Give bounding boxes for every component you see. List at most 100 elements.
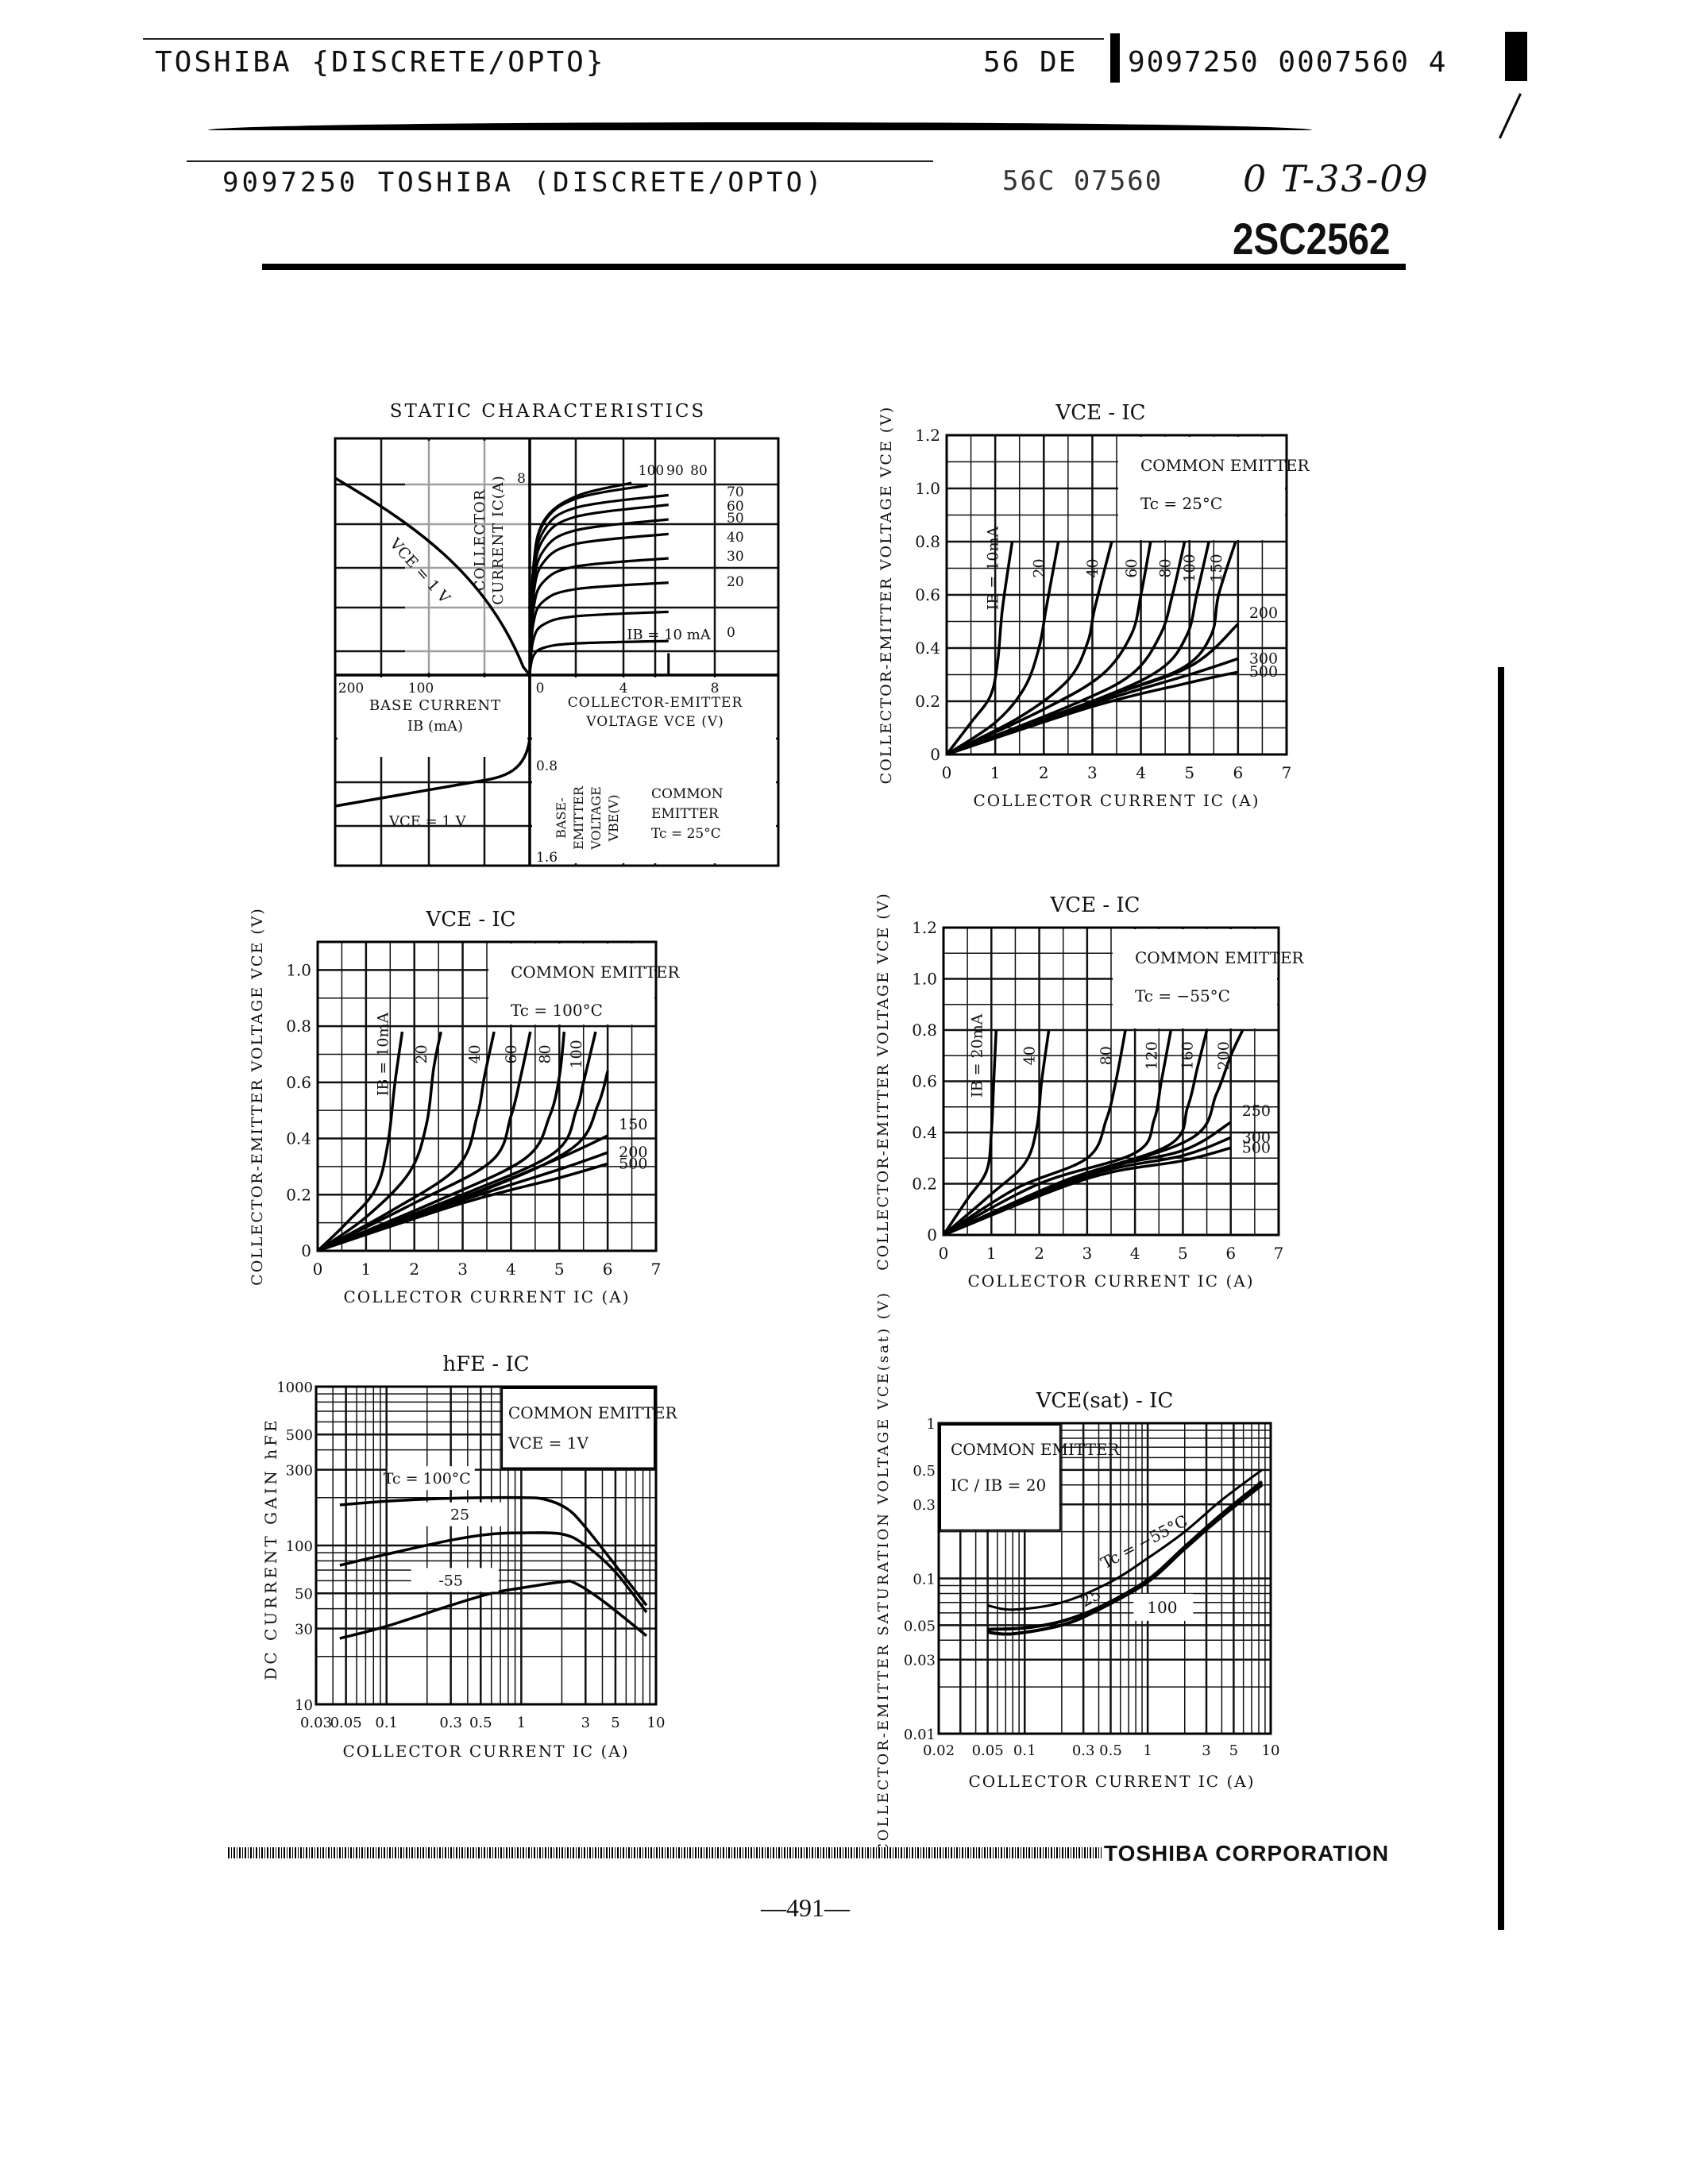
x-tick-label: 3 [1202, 1742, 1210, 1759]
series-label: IB = 20mA [968, 1013, 986, 1098]
chart-title: VCE - IC [1055, 401, 1145, 425]
y-tick-label: 0 [301, 1241, 311, 1260]
series-curve [339, 1495, 648, 1607]
x-axis-label: COLLECTOR CURRENT IC (A) [974, 791, 1260, 810]
y-tick-label: 1 [927, 1416, 936, 1433]
series-label: 500 [619, 1155, 647, 1172]
y-tick-label: 0.8 [915, 532, 940, 551]
series-label: 60 [727, 499, 744, 515]
series-label: 90 [666, 463, 684, 479]
header-second-line: 9097250 TOSHIBA (DISCRETE/OPTO) [222, 167, 825, 199]
series-label: 100 [1147, 1598, 1177, 1617]
series-label: 70 [727, 484, 744, 500]
x-tick-label: 5 [1229, 1742, 1238, 1759]
series-label: 20 [1031, 558, 1048, 577]
y-tick-label: 1000 [276, 1379, 313, 1396]
y-tick-label: 500 [286, 1427, 313, 1444]
series-label: 0 [727, 625, 735, 641]
y-tick-label: 300 [286, 1463, 313, 1480]
x-tick-label: 0 [313, 1260, 323, 1279]
series-label: 100 [639, 463, 664, 479]
x-axis-label: COLLECTOR CURRENT IC (A) [343, 1742, 630, 1761]
series-curve [339, 1531, 648, 1614]
y-tick-label: 0.6 [915, 585, 940, 604]
y-tick-label: 1.0 [912, 970, 937, 989]
series-label: 80 [1098, 1046, 1115, 1065]
series-label: 200 [1249, 604, 1278, 622]
y-tick-label: 0.8 [912, 1021, 937, 1040]
x-axis-label: VOLTAGE VCE (V) [585, 714, 724, 730]
x-tick-label: 1 [517, 1715, 526, 1731]
annotation-text: COMMON EMITTER [508, 1403, 678, 1422]
x-tick-label: 1 [990, 763, 1001, 782]
y-tick-label: 0.2 [915, 692, 940, 711]
y-axis-label: CURRENT IC(A) [490, 475, 507, 605]
y-tick-label: 0.8 [536, 758, 558, 774]
header-doc-number: 9097250 0007560 4 [1128, 46, 1448, 79]
chart-vce-ic-25c: VCE - IC COMMON EMITTER Tc = 25°C 0 1 2 3 4 5 6 7 0… [878, 397, 1430, 866]
y-axis-label: VBE(V) [606, 794, 621, 842]
y-tick-label: 0.2 [912, 1175, 937, 1194]
series-curve [987, 1484, 1264, 1636]
series-curve [946, 541, 1113, 756]
chart-hfe-ic: hFE - IC COMMON EMITTER VCE = 1V 0.03 0.05 0.… [261, 1350, 802, 1795]
right-margin-bar [1498, 667, 1504, 1930]
y-tick-label: 0.8 [286, 1017, 311, 1036]
y-tick-label: 0.4 [286, 1129, 311, 1148]
y-tick-label: 0.6 [912, 1072, 937, 1091]
x-tick-label: 2 [409, 1260, 419, 1279]
series-label: 100 [568, 1040, 585, 1068]
y-tick-label: 0.01 [904, 1727, 936, 1743]
header-right-black-bar [1505, 32, 1527, 81]
series-curve [943, 1029, 1127, 1237]
series-label: 80 [1157, 558, 1175, 577]
y-tick-label: 0.5 [913, 1463, 936, 1480]
y-tick-label: 30 [295, 1622, 313, 1638]
x-tick-label: 1 [361, 1260, 371, 1279]
series-label: 200 [1215, 1041, 1233, 1070]
footer-corporation: TOSHIBA CORPORATION [1104, 1841, 1390, 1866]
series-curve [987, 1480, 1264, 1631]
y-axis-label: VOLTAGE [588, 786, 604, 851]
x-tick-label: 4 [506, 1260, 516, 1279]
y-tick-label: 0 [930, 745, 940, 764]
series-label: 300 [1242, 1129, 1271, 1146]
x-tick-label: 0.3 [439, 1715, 462, 1731]
x-tick-label: 0 [536, 681, 545, 696]
x-tick-label: 4 [1136, 763, 1146, 782]
x-tick-label: 0.3 [1072, 1742, 1095, 1759]
x-tick-label: 3 [1087, 763, 1098, 782]
series-label: 20 [727, 574, 744, 590]
annotation-text: COMMON EMITTER [1140, 456, 1310, 475]
handwritten-note: 0 T-33-09 [1243, 157, 1430, 200]
series-label: 40 [466, 1044, 484, 1063]
series-label: 150 [619, 1116, 647, 1133]
title-underline [262, 264, 1406, 270]
series-curve [942, 1029, 998, 1236]
y-tick-label: 10 [295, 1697, 313, 1714]
series-curve [317, 1162, 608, 1252]
footer-barcode-rule [228, 1847, 1102, 1858]
chart-title: VCE - IC [425, 908, 515, 932]
x-tick-label: 10 [647, 1715, 666, 1731]
x-tick-label: 6 [603, 1260, 613, 1279]
header-code: 56 DE [983, 46, 1078, 79]
chart-vce-ic-minus55c: VCE - IC COMMON EMITTER Tc = −55°C 0 1 2 3 4 5 6 7… [874, 882, 1430, 1374]
series-label: -55 [438, 1572, 463, 1589]
x-tick-label: 8 [711, 681, 720, 696]
annotation-text: IC / IB = 20 [951, 1476, 1046, 1495]
series-curve [339, 1579, 648, 1640]
x-tick-label: 5 [1178, 1244, 1188, 1263]
x-tick-label: 0.5 [1099, 1742, 1122, 1759]
x-tick-label: 6 [1233, 763, 1243, 782]
series-curve [528, 639, 669, 674]
series-curve [946, 541, 1187, 756]
annotation-text: VCE = 1V [507, 1433, 589, 1453]
y-tick-label: 1.0 [915, 479, 940, 498]
series-curve [316, 1031, 404, 1252]
annotation-text: Tc = 25°C [1140, 494, 1222, 513]
x-tick-label: 3 [1082, 1244, 1092, 1263]
margin-slash-mark [1499, 93, 1522, 139]
y-tick-label: 0.6 [286, 1073, 311, 1092]
x-axis-label: IB (mA) [407, 718, 463, 735]
